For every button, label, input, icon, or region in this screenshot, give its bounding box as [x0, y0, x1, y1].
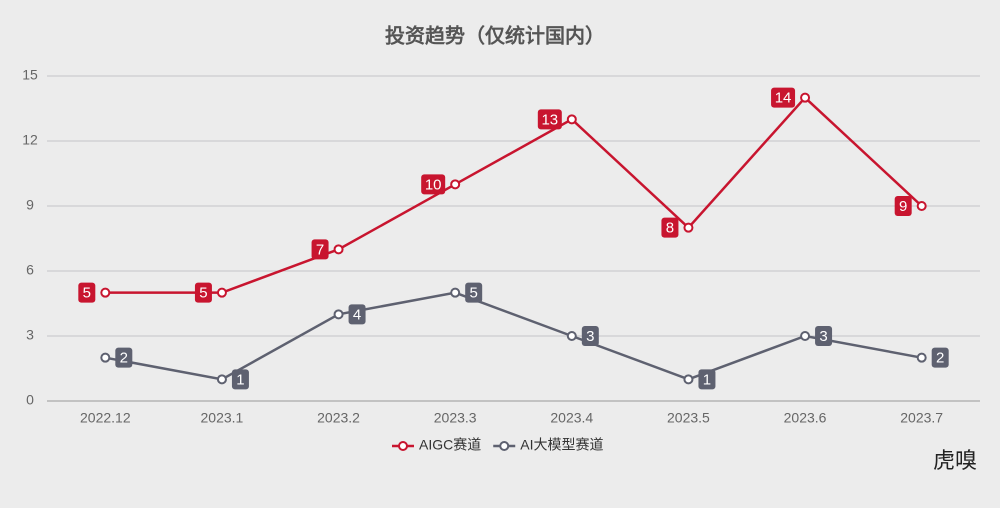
- x-tick-label: 2022.12: [80, 410, 131, 426]
- value-label-box: [698, 369, 716, 390]
- point: [916, 201, 927, 211]
- point: [100, 352, 111, 363]
- legend-label: AI大模型赛道: [520, 437, 603, 453]
- y-tick-label: 9: [26, 197, 34, 213]
- value-label: 4: [353, 306, 361, 323]
- value-label: 1: [703, 371, 711, 388]
- value-label-box: [931, 347, 949, 368]
- point: [566, 114, 577, 125]
- point: [683, 222, 694, 233]
- value-label: 3: [819, 328, 827, 345]
- x-tick-label: 2023.2: [317, 410, 360, 426]
- x-tick-label: 2023.5: [667, 410, 710, 426]
- value-label-box: [311, 239, 329, 260]
- point: [916, 352, 927, 363]
- value-label: 2: [936, 350, 944, 367]
- point: [333, 244, 344, 255]
- series-line: [105, 95, 923, 294]
- value-label: 5: [470, 285, 478, 302]
- y-tick-label: 12: [22, 132, 38, 148]
- value-label: 5: [199, 285, 207, 302]
- chart-title: 投资趋势（仅统计国内）: [385, 23, 605, 47]
- point: [450, 179, 461, 190]
- y-tick-label: 3: [26, 327, 34, 343]
- value-label: 3: [586, 328, 594, 345]
- watermark: 虎嗅: [933, 449, 977, 474]
- point: [800, 92, 811, 103]
- legend-marker: [398, 441, 408, 451]
- value-label-box: [348, 304, 366, 325]
- value-label-box: [815, 326, 833, 346]
- legend-label: AIGC赛道: [419, 437, 481, 453]
- value-label-box: [771, 87, 796, 108]
- point: [100, 287, 111, 298]
- legend-marker: [499, 441, 510, 451]
- value-label: 7: [316, 241, 324, 258]
- series-line: [105, 291, 922, 381]
- point: [216, 374, 227, 385]
- y-tick-label: 0: [26, 392, 34, 408]
- value-label: 2: [120, 350, 128, 367]
- point: [450, 287, 461, 298]
- point: [800, 331, 811, 341]
- value-label: 8: [666, 220, 674, 237]
- value-label-box: [581, 326, 599, 346]
- value-label: 5: [83, 285, 91, 302]
- value-label-box: [465, 282, 483, 303]
- x-tick-label: 2023.1: [201, 410, 244, 426]
- value-label-box: [421, 174, 446, 195]
- value-label: 14: [775, 90, 792, 107]
- value-label: 10: [425, 176, 442, 193]
- point: [683, 374, 694, 385]
- point: [216, 287, 227, 298]
- value-label-box: [78, 282, 96, 303]
- x-tick-label: 2023.3: [434, 410, 477, 426]
- value-label-box: [661, 217, 679, 238]
- value-label-box: [194, 282, 212, 303]
- value-label-box: [537, 109, 562, 130]
- x-tick-label: 2023.7: [900, 410, 943, 426]
- y-tick-label: 6: [26, 262, 34, 278]
- x-tick-label: 2023.4: [550, 410, 593, 426]
- x-tick-label: 2023.6: [784, 410, 827, 426]
- value-label: 9: [899, 198, 907, 215]
- value-label: 1: [236, 371, 244, 388]
- point: [566, 331, 577, 341]
- value-label: 13: [541, 111, 558, 128]
- y-tick-label: 15: [22, 67, 38, 83]
- value-label-box: [115, 347, 133, 368]
- point: [333, 309, 344, 320]
- value-label-box: [894, 196, 912, 216]
- value-label-box: [231, 369, 249, 390]
